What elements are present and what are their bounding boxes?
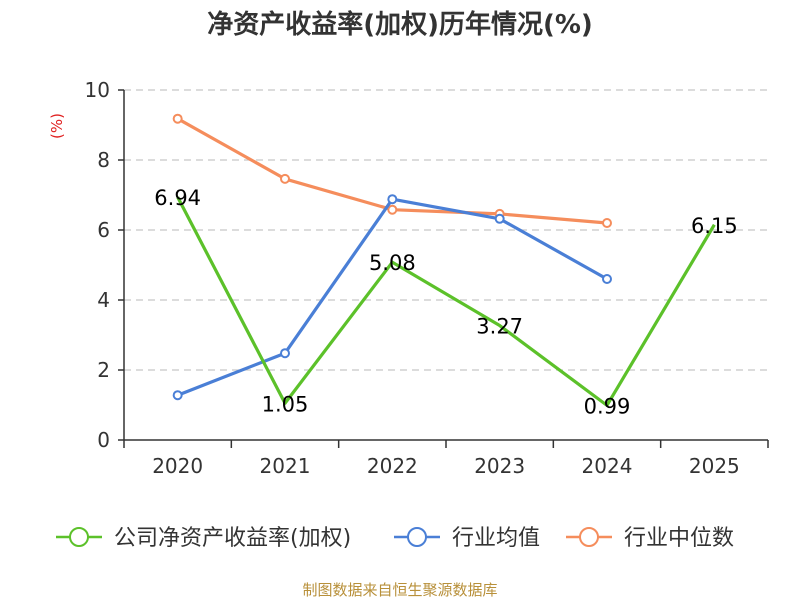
- data-labels: 6.94 1.05 5.08 3.27 0.99 6.15: [154, 186, 737, 418]
- legend-label: 公司净资产收益率(加权): [114, 526, 351, 551]
- series-2-point-2020: [172, 113, 183, 124]
- series-2-point-2024: [602, 218, 612, 228]
- y-tick-label: 10: [85, 78, 110, 102]
- legend-label: 行业均值: [452, 526, 540, 551]
- data-label-2021: 1.05: [262, 392, 309, 416]
- data-label-2024: 0.99: [584, 394, 631, 418]
- y-tick-label: 8: [97, 148, 110, 172]
- axes: 0 2 4 6 8 10 2020 2021 2022 2023 2024 2025: [85, 78, 769, 478]
- data-label-2025: 6.15: [691, 214, 738, 238]
- y-axis-unit-label: (%): [48, 113, 66, 139]
- data-source-note: 制图数据来自恒生聚源数据库: [302, 581, 497, 599]
- x-tick-label-2022: 2022: [367, 454, 418, 478]
- legend-marker-swatch: [579, 527, 599, 547]
- data-label-2022: 5.08: [369, 251, 416, 275]
- x-tick-label-2021: 2021: [260, 454, 311, 478]
- x-tick-label-2020: 2020: [152, 454, 203, 478]
- series-1-point-2022: [387, 194, 398, 205]
- series-line-0: [176, 196, 716, 407]
- legend-marker-swatch: [407, 527, 427, 547]
- x-tick-label-2025: 2025: [689, 454, 740, 478]
- legend-marker-swatch: [69, 527, 89, 547]
- legend-item-2[interactable]: 行业中位数: [566, 526, 734, 551]
- x-tick-label-2023: 2023: [474, 454, 525, 478]
- legend-item-0[interactable]: 公司净资产收益率(加权): [56, 526, 351, 551]
- series-line-1: [177, 197, 608, 397]
- series-2-point-2021: [280, 173, 290, 184]
- chart-title: 净资产收益率(加权)历年情况(%): [207, 9, 593, 40]
- y-tick-label: 6: [97, 218, 110, 242]
- series-1-point-2023: [494, 213, 505, 224]
- legend-item-1[interactable]: 行业均值: [394, 526, 540, 551]
- series-1-point-2024: [602, 274, 612, 284]
- x-tick-label-2024: 2024: [582, 454, 633, 478]
- y-tick-label: 0: [97, 428, 110, 452]
- series-2-point-2022: [387, 204, 398, 215]
- series-lines: [172, 113, 716, 407]
- data-label-2020: 6.94: [154, 186, 201, 210]
- grid-lines: [124, 89, 768, 371]
- y-tick-label: 4: [97, 288, 110, 312]
- series-1-point-2020: [172, 390, 183, 401]
- y-tick-label: 2: [97, 358, 110, 382]
- legend[interactable]: 公司净资产收益率(加权) 行业均值 行业中位数: [56, 526, 734, 551]
- legend-label: 行业中位数: [624, 526, 734, 551]
- data-label-2023: 3.27: [476, 315, 523, 339]
- series-1-point-2021: [280, 348, 290, 359]
